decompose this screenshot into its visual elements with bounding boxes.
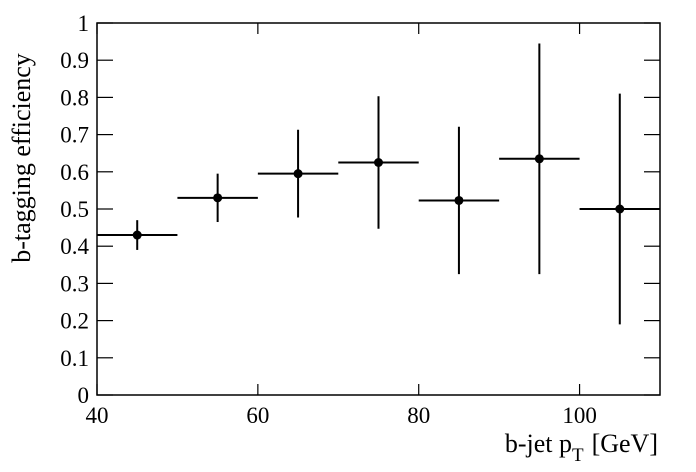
y-tick-label: 0.9 — [60, 48, 89, 73]
point — [615, 204, 625, 214]
y-tick-label: 0.7 — [60, 123, 89, 148]
x-axis-label-part: b-jet p — [505, 429, 572, 458]
x-axis-label: b-jet pT [GeV] — [505, 429, 658, 466]
y-tick-label: 0.1 — [60, 346, 89, 371]
y-tick-label: 0.3 — [60, 271, 89, 296]
y-tick-label: 0.6 — [60, 160, 89, 185]
point — [374, 158, 383, 167]
x-axis-label-sub: T — [572, 445, 584, 466]
y-axis-label: b-tagging efficiency — [7, 53, 36, 263]
x-tick-label: 80 — [407, 403, 430, 428]
x-tick-label: 100 — [562, 403, 597, 428]
x-tick-label: 60 — [246, 403, 269, 428]
point — [454, 195, 464, 205]
point — [534, 154, 544, 164]
point — [293, 169, 303, 179]
x-axis-label-part: [GeV] — [592, 429, 658, 458]
y-tick-label: 0.8 — [60, 85, 89, 110]
y-tick-label: 0.2 — [60, 309, 89, 334]
y-tick-label: 0 — [78, 383, 90, 408]
y-tick-label: 0.5 — [60, 197, 89, 222]
x-tick-label: 40 — [86, 403, 109, 428]
point — [132, 230, 142, 240]
y-tick-label: 1 — [78, 11, 90, 36]
y-tick-label: 0.4 — [60, 234, 89, 259]
point — [213, 193, 223, 203]
